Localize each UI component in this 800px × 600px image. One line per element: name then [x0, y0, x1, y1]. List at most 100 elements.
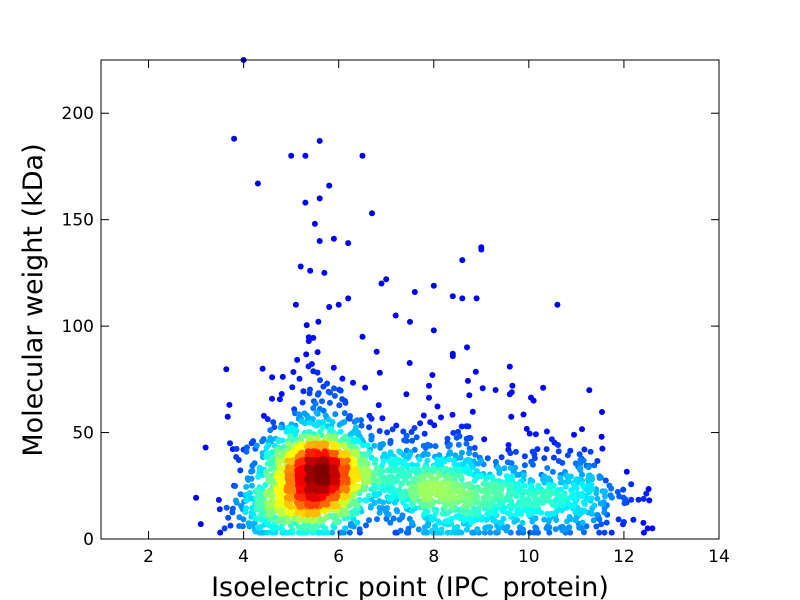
data-point: [297, 263, 304, 270]
data-point: [375, 479, 382, 486]
data-point: [555, 458, 562, 464]
data-point: [363, 522, 369, 529]
data-point: [547, 489, 554, 496]
data-point: [295, 475, 301, 482]
data-point: [587, 448, 594, 455]
data-point: [510, 490, 516, 497]
data-point: [529, 518, 536, 525]
data-point: [386, 473, 393, 480]
data-point: [495, 525, 502, 532]
data-point: [424, 457, 431, 464]
data-point: [327, 389, 333, 396]
data-point: [255, 473, 262, 480]
data-point: [335, 301, 342, 308]
data-point: [466, 509, 473, 516]
data-point: [545, 481, 552, 488]
data-point: [532, 524, 539, 531]
data-point: [407, 318, 413, 325]
data-point: [564, 452, 571, 459]
data-point: [355, 483, 362, 490]
data-point: [224, 413, 231, 420]
data-point: [341, 466, 348, 473]
data-point: [379, 486, 386, 493]
data-point: [275, 460, 282, 467]
data-point: [571, 495, 577, 502]
data-point: [616, 493, 623, 500]
data-point: [528, 489, 534, 496]
data-point: [225, 514, 232, 521]
data-point: [373, 464, 380, 471]
data-point: [449, 350, 456, 357]
data-points: [193, 57, 656, 536]
data-point: [315, 390, 322, 397]
data-point: [579, 426, 585, 433]
data-point: [577, 492, 584, 499]
data-point: [459, 295, 466, 302]
data-point: [561, 496, 568, 502]
x-tick-labels: 2 4 6 8 10 12 14: [143, 547, 730, 567]
data-point: [548, 436, 555, 443]
data-point: [338, 511, 345, 518]
data-point: [264, 499, 270, 506]
data-point: [390, 515, 397, 522]
data-point: [568, 516, 574, 523]
data-point: [329, 419, 336, 425]
data-point: [458, 449, 465, 456]
data-point: [364, 460, 371, 467]
data-point: [376, 509, 383, 516]
data-point: [521, 482, 528, 489]
data-point: [233, 445, 240, 452]
data-point: [464, 377, 471, 384]
y-tick-label: 100: [62, 317, 94, 337]
data-point: [481, 436, 488, 443]
data-point: [369, 210, 375, 217]
data-point: [409, 501, 416, 508]
data-point: [344, 450, 351, 457]
data-point: [464, 344, 470, 351]
data-point: [598, 521, 605, 528]
data-point: [250, 438, 257, 445]
data-point: [469, 464, 476, 471]
data-point: [474, 511, 481, 518]
data-point: [521, 453, 528, 460]
data-point: [452, 452, 459, 459]
data-point: [279, 472, 285, 479]
data-point: [411, 446, 418, 453]
data-point: [420, 473, 427, 480]
data-point: [475, 460, 482, 467]
data-point: [292, 301, 299, 308]
data-point: [529, 478, 536, 485]
data-point: [585, 464, 592, 471]
data-point: [463, 423, 470, 430]
data-point: [479, 385, 486, 392]
data-point: [248, 468, 255, 475]
data-point: [593, 490, 600, 497]
data-point: [528, 482, 535, 489]
data-point: [380, 458, 387, 465]
data-point: [243, 444, 250, 451]
data-point: [579, 471, 585, 478]
data-point: [507, 465, 514, 471]
data-point: [435, 472, 442, 479]
data-point: [596, 529, 603, 536]
data-point: [288, 152, 295, 159]
data-point: [197, 521, 204, 528]
data-point: [529, 448, 536, 455]
data-point: [395, 467, 402, 473]
data-point: [279, 373, 286, 380]
data-point: [426, 394, 432, 401]
data-point: [399, 480, 406, 487]
data-point: [278, 391, 285, 397]
data-point: [269, 374, 276, 381]
data-point: [359, 333, 366, 340]
data-point: [526, 430, 533, 437]
data-point: [646, 497, 653, 504]
data-point: [193, 494, 200, 501]
data-point: [304, 448, 311, 455]
data-point: [601, 529, 608, 536]
data-point: [215, 496, 222, 503]
data-point: [424, 529, 431, 536]
x-tick-label: 8: [428, 547, 439, 567]
